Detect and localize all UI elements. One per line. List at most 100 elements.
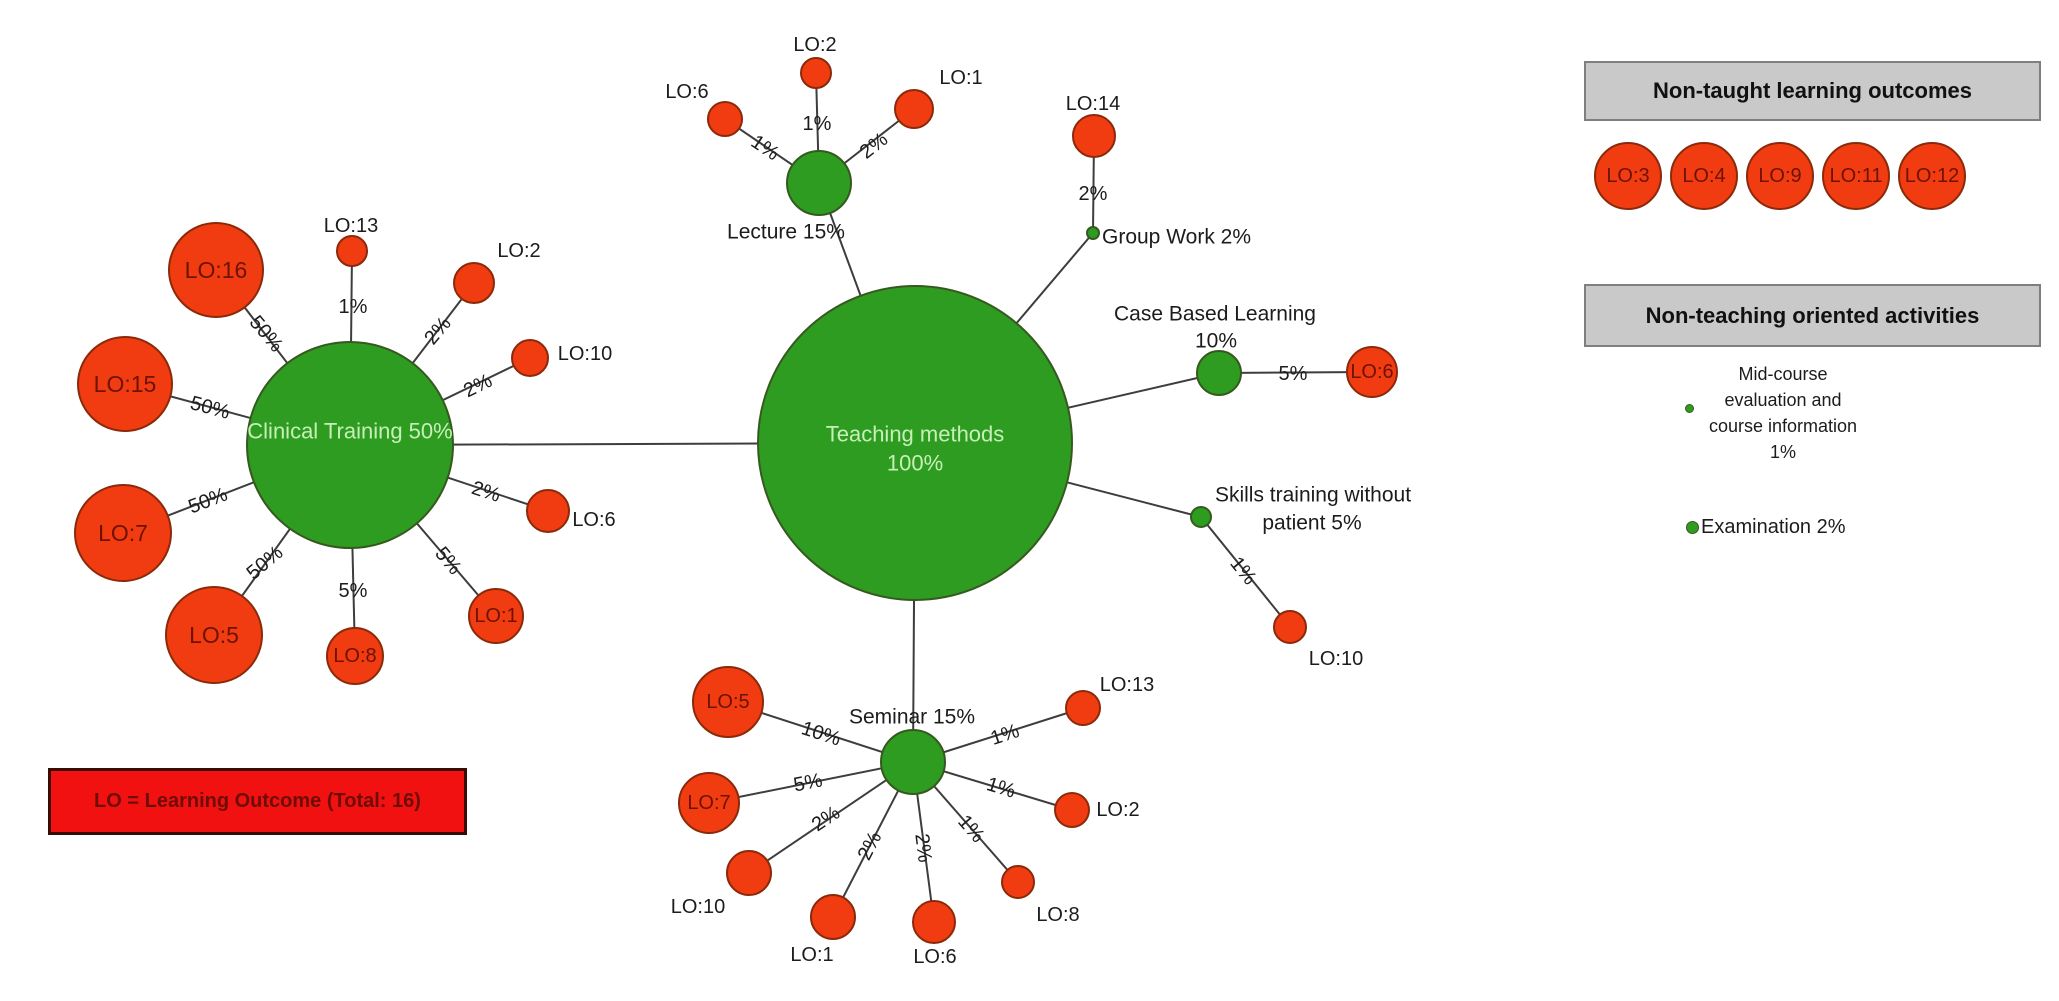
skills-lo10-label: LO:10 bbox=[1309, 648, 1363, 670]
groupwork-lo14-node bbox=[1072, 114, 1116, 158]
mid-course-line-3: course information bbox=[1708, 416, 1858, 436]
lecture-label: Lecture 15% bbox=[727, 221, 845, 244]
non-taught-lo3-node: LO:3 bbox=[1594, 142, 1662, 210]
seminar-lo8-label: LO:8 bbox=[1036, 904, 1079, 926]
seminar-lo13-node bbox=[1065, 690, 1101, 726]
clinical-lo5-node-label: LO:5 bbox=[189, 622, 239, 648]
seminar-lo6-node bbox=[912, 900, 956, 944]
mid-course-line-4: 1% bbox=[1769, 442, 1796, 462]
case-based-learning-node bbox=[1196, 350, 1242, 396]
pct-seminar-lo6: 2% bbox=[910, 832, 935, 864]
clinical-lo8-node bbox=[326, 627, 384, 685]
teaching-methods-label-line2: 100% bbox=[887, 451, 943, 476]
group-work-node bbox=[1086, 226, 1100, 240]
non-taught-lo4-label: LO:4 bbox=[1682, 164, 1726, 187]
non-taught-lo9-label: LO:9 bbox=[1758, 164, 1802, 187]
skills-lo10-node bbox=[1273, 610, 1307, 644]
mid-course-line-2: evaluation and bbox=[1724, 390, 1842, 410]
mid-course-evaluation-label: Mid-course evaluation and course informa… bbox=[1663, 361, 1903, 465]
pct-lecture-lo6: 1% bbox=[747, 131, 783, 166]
non-taught-lo11-label: LO:11 bbox=[1829, 164, 1883, 187]
teaching-methods-node bbox=[757, 285, 1073, 601]
non-teaching-activities-title: Non-teaching oriented activities bbox=[1645, 302, 1980, 328]
clinical-lo16-node bbox=[168, 222, 264, 318]
non-taught-lo12-label: LO:12 bbox=[1904, 164, 1960, 187]
clinical-lo10-label: LO:10 bbox=[558, 343, 612, 365]
clinical-training-node bbox=[246, 341, 454, 549]
case-based-learning-label-line2: 10% bbox=[1195, 330, 1237, 353]
case-lo6-node-label: LO:6 bbox=[1350, 361, 1393, 383]
clinical-training-label: Clinical Training 50% bbox=[247, 419, 452, 444]
lecture-lo6-node bbox=[707, 101, 743, 137]
pct-clinical-lo10: 2% bbox=[460, 370, 496, 403]
seminar-lo10-node bbox=[726, 850, 772, 896]
non-taught-lo11-node: LO:11 bbox=[1822, 142, 1890, 210]
non-taught-lo4-node: LO:4 bbox=[1670, 142, 1738, 210]
pct-seminar-lo7: 5% bbox=[792, 769, 825, 796]
seminar-label: Seminar 15% bbox=[849, 706, 975, 729]
edge-seminar-lo10 bbox=[748, 761, 914, 874]
examination-label: Examination 2% bbox=[1701, 516, 1846, 538]
pct-groupwork-lo14: 2% bbox=[1079, 183, 1108, 205]
non-taught-outcomes-row: LO:3 LO:4 LO:9 LO:11 LO:12 bbox=[1594, 142, 1966, 210]
clinical-lo2-label: LO:2 bbox=[497, 240, 540, 262]
pct-seminar-lo5: 10% bbox=[799, 717, 844, 750]
seminar-lo1-label: LO:1 bbox=[790, 944, 833, 966]
seminar-lo6-label: LO:6 bbox=[913, 946, 956, 968]
pct-clinical-lo2: 2% bbox=[420, 313, 456, 349]
seminar-lo8-node bbox=[1001, 865, 1035, 899]
pct-seminar-lo1: 2% bbox=[854, 828, 887, 864]
non-taught-lo12-node: LO:12 bbox=[1898, 142, 1966, 210]
pct-case-lo6: 5% bbox=[1279, 363, 1308, 385]
clinical-lo8-node-label: LO:8 bbox=[333, 645, 376, 667]
groupwork-lo14-label: LO:14 bbox=[1066, 93, 1120, 115]
pct-clinical-lo13: 1% bbox=[339, 296, 368, 318]
case-based-learning-label-line1: Case Based Learning bbox=[1114, 303, 1316, 326]
group-work-label: Group Work 2% bbox=[1102, 226, 1251, 249]
clinical-lo10-node bbox=[511, 339, 549, 377]
lecture-lo1-label: LO:1 bbox=[939, 67, 982, 89]
non-taught-lo9-node: LO:9 bbox=[1746, 142, 1814, 210]
pct-lecture-lo2: 1% bbox=[803, 113, 832, 135]
lecture-node bbox=[786, 150, 852, 216]
case-lo6-node bbox=[1346, 346, 1398, 398]
seminar-lo5-node bbox=[692, 666, 764, 738]
pct-clinical-lo16: 50% bbox=[245, 312, 288, 357]
seminar-lo7-node bbox=[678, 772, 740, 834]
seminar-node bbox=[880, 729, 946, 795]
edge-seminar-lo7 bbox=[708, 761, 914, 804]
legend-box: LO = Learning Outcome (Total: 16) bbox=[48, 768, 467, 835]
clinical-lo6-label: LO:6 bbox=[572, 509, 615, 531]
edge-skills-lo10 bbox=[1200, 516, 1291, 628]
lecture-lo2-node bbox=[800, 57, 832, 89]
clinical-lo6-node bbox=[526, 489, 570, 533]
clinical-lo2-node bbox=[453, 262, 495, 304]
clinical-lo15-node-label: LO:15 bbox=[94, 371, 157, 397]
non-taught-outcomes-header: Non-taught learning outcomes bbox=[1584, 61, 2041, 121]
clinical-lo1-node bbox=[468, 588, 524, 644]
clinical-lo1-node-label: LO:1 bbox=[474, 605, 517, 627]
lecture-lo2-label: LO:2 bbox=[793, 34, 836, 56]
seminar-lo1-node bbox=[810, 894, 856, 940]
mid-course-line-1: Mid-course bbox=[1738, 364, 1828, 384]
seminar-lo13-label: LO:13 bbox=[1100, 674, 1154, 696]
non-taught-outcomes-title: Non-taught learning outcomes bbox=[1653, 78, 1972, 103]
pct-clinical-lo5: 50% bbox=[243, 542, 288, 585]
legend-text: LO = Learning Outcome (Total: 16) bbox=[94, 790, 421, 812]
clinical-lo16-node-label: LO:16 bbox=[185, 257, 248, 283]
seminar-lo2-label: LO:2 bbox=[1096, 799, 1139, 821]
clinical-lo5-node bbox=[165, 586, 263, 684]
pct-seminar-lo2: 1% bbox=[984, 773, 1018, 803]
pct-clinical-lo8: 5% bbox=[339, 580, 368, 602]
clinical-lo13-label: LO:13 bbox=[324, 215, 378, 237]
seminar-lo10-label: LO:10 bbox=[671, 896, 725, 918]
lecture-lo6-label: LO:6 bbox=[665, 81, 708, 103]
skills-training-node bbox=[1190, 506, 1212, 528]
teaching-methods-label-line1: Teaching methods bbox=[826, 422, 1005, 447]
pct-lecture-lo1: 2% bbox=[856, 128, 892, 163]
clinical-lo13-node bbox=[336, 235, 368, 267]
clinical-lo15-node bbox=[77, 336, 173, 432]
pct-seminar-lo10: 2% bbox=[808, 802, 844, 837]
